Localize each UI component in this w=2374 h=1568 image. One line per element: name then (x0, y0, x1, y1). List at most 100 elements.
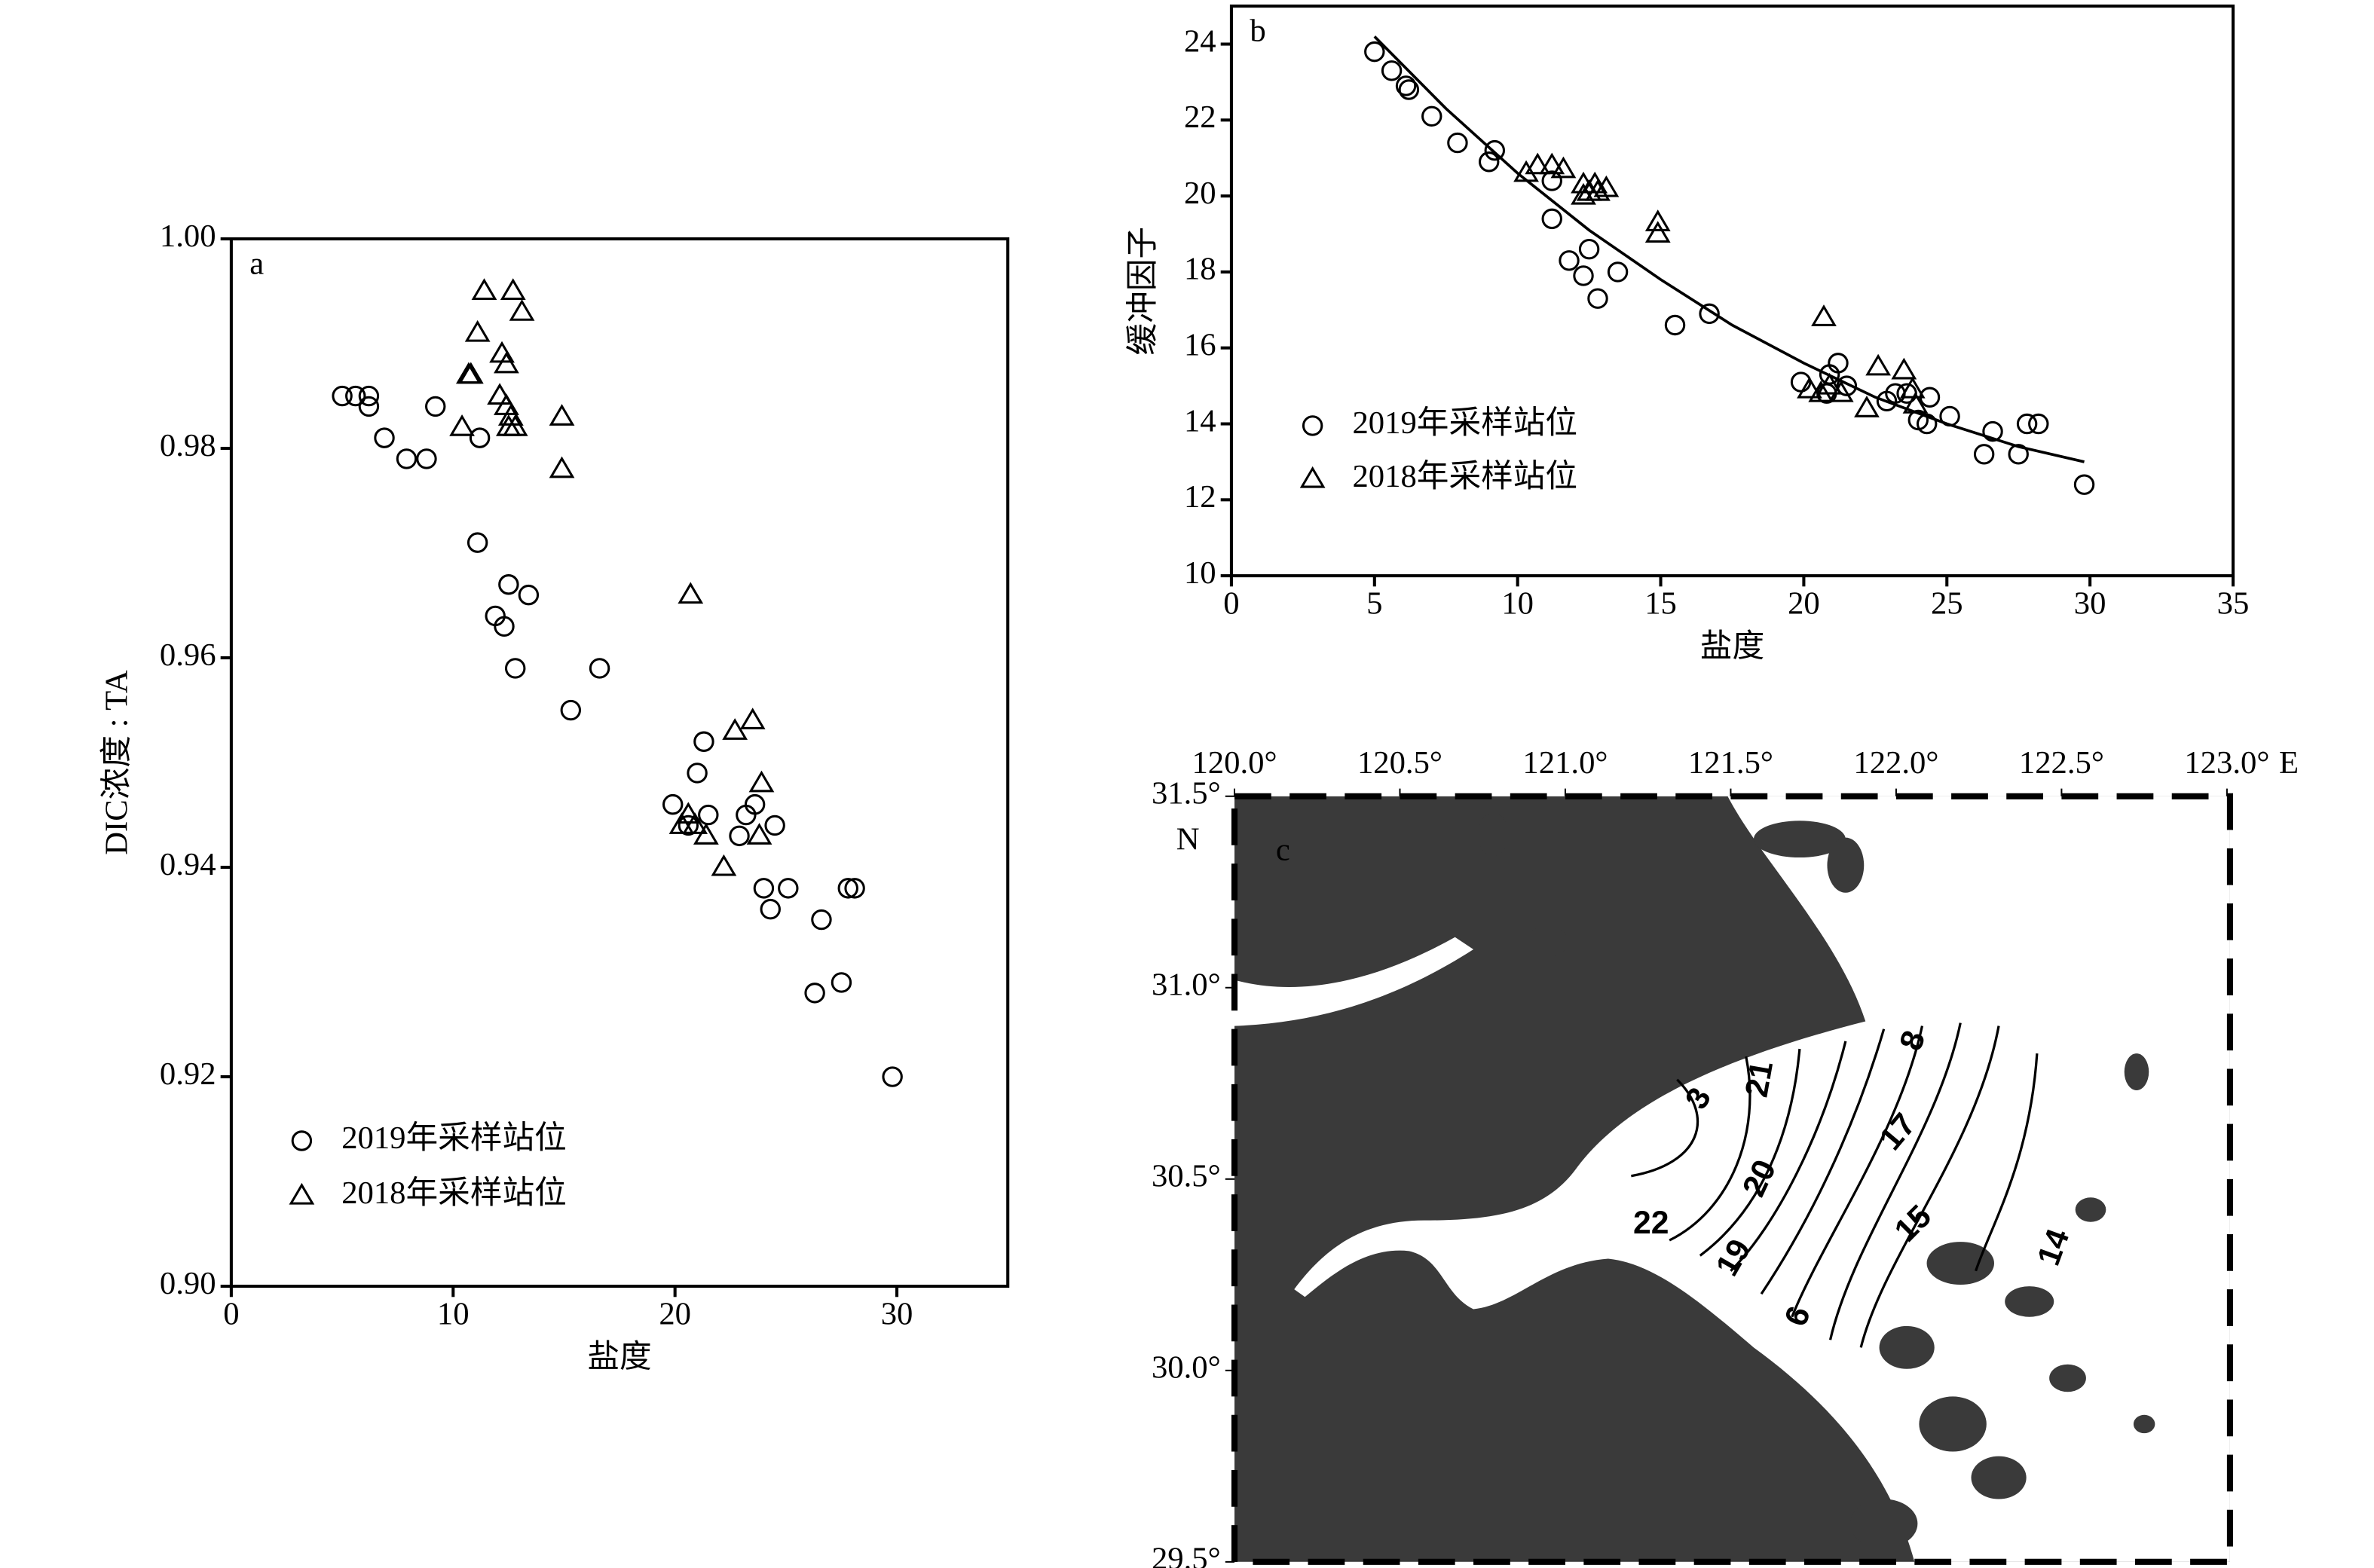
triangle-marker (549, 456, 575, 478)
circle-marker (1982, 420, 2003, 442)
triangle-marker (1644, 221, 1671, 243)
triangle-marker (1891, 357, 1917, 380)
lon-unit: E (2279, 745, 2299, 781)
triangle-marker (675, 802, 702, 824)
triangle-marker (495, 414, 522, 436)
x-axis-label: 盐度 (1700, 628, 1764, 664)
triangle-marker (449, 414, 475, 436)
lon-tick-label: 123.0° (2184, 745, 2269, 781)
circle-marker (345, 385, 366, 407)
y-tick-label: 24 (1184, 23, 1216, 59)
triangle-marker (500, 278, 526, 301)
triangle-marker (549, 404, 575, 426)
triangle-marker (1585, 179, 1611, 201)
circle-marker (494, 616, 515, 637)
map-frame (1231, 793, 2234, 1565)
circle-marker (358, 396, 380, 417)
circle-marker (1939, 405, 1960, 427)
circle-marker (778, 878, 799, 899)
circle-marker (498, 574, 519, 595)
triangle-marker (1902, 392, 1929, 414)
y-tick-label: 1.00 (160, 219, 216, 254)
panel-label: b (1250, 14, 1265, 49)
plot-frame (229, 237, 1010, 1288)
circle-marker (518, 584, 540, 606)
y-tick-label: 10 (1184, 555, 1216, 591)
x-tick-label: 0 (1223, 586, 1239, 622)
circle-marker (1421, 105, 1442, 127)
circle-marker (678, 815, 699, 836)
circle-marker (1578, 238, 1600, 260)
triangle-marker (1550, 156, 1577, 179)
circle-marker (332, 385, 353, 407)
plot-frame (1229, 5, 2235, 578)
triangle-marker (457, 362, 484, 384)
lat-tick-label: 29.5° (1152, 1542, 1221, 1568)
legend-label: 2019年采样站位 (341, 1120, 567, 1156)
circle-marker (687, 763, 708, 784)
lon-tick-label: 120.0° (1192, 745, 1277, 781)
circle-marker (589, 658, 610, 679)
triangle-marker (1571, 182, 1596, 205)
circle-marker (744, 793, 766, 815)
circle-marker (764, 815, 785, 836)
circle-marker (425, 396, 446, 417)
legend-marker (291, 1130, 313, 1151)
lat-tick-label: 31.5° (1152, 776, 1221, 812)
circle-marker (1541, 208, 1562, 230)
triangle-marker (1865, 353, 1892, 376)
triangle-marker (1525, 152, 1551, 175)
y-tick-label: 0.98 (160, 428, 216, 463)
x-tick-label: 20 (659, 1297, 691, 1332)
river (1234, 937, 1474, 1026)
circle-marker (1398, 79, 1420, 100)
circle-marker (753, 878, 775, 899)
contour-label: 22 (1633, 1205, 1669, 1241)
x-tick-label: 35 (2217, 586, 2250, 622)
circle-marker (1447, 132, 1468, 154)
y-tick-label: 18 (1184, 252, 1216, 287)
panel-label: c (1276, 833, 1290, 868)
triangle-marker (1811, 304, 1837, 326)
triangle-marker (693, 823, 719, 845)
circle-marker (882, 1066, 903, 1087)
y-axis-label: DIC浓度 : TA (99, 670, 134, 855)
triangle-marker (471, 278, 497, 301)
triangle-marker (1593, 175, 1620, 197)
map (1231, 793, 2234, 1565)
y-tick-label: 12 (1184, 479, 1216, 515)
circle-marker (560, 699, 582, 721)
legend-label: 2019年采样站位 (1352, 405, 1577, 441)
circle-marker (2028, 413, 2049, 435)
triangle-marker (464, 319, 491, 342)
circle-marker (1559, 250, 1580, 271)
triangle-marker (1854, 396, 1880, 417)
circle-marker (760, 898, 781, 920)
circle-marker (504, 658, 526, 679)
y-tick-label: 14 (1184, 403, 1216, 439)
circle-marker (1484, 139, 1506, 161)
x-tick-label: 0 (223, 1297, 239, 1332)
circle-marker (693, 731, 714, 752)
panel-label: a (249, 246, 264, 281)
triangle-marker (682, 812, 708, 834)
x-tick-label: 5 (1366, 586, 1382, 622)
triangle-marker (678, 582, 704, 604)
x-tick-label: 15 (1644, 586, 1677, 622)
triangle-marker (739, 708, 766, 729)
x-tick-label: 30 (881, 1297, 913, 1332)
circle-marker (2008, 444, 2029, 465)
circle-marker (729, 825, 750, 847)
circle-marker (1973, 444, 1995, 465)
y-axis-label: 缓冲因子 (1125, 227, 1161, 356)
lon-tick-label: 120.5° (1357, 745, 1442, 781)
lat-tick-label: 30.5° (1152, 1159, 1221, 1194)
circle-marker (1916, 413, 1938, 435)
triangle-marker (1582, 171, 1608, 194)
lat-tick-label: 30.0° (1152, 1350, 1221, 1386)
contour-label: 21 (1739, 1059, 1781, 1100)
x-tick-label: 20 (1788, 586, 1820, 622)
triangle-marker (487, 383, 512, 405)
circle-marker (837, 878, 858, 899)
circle-marker (358, 385, 380, 407)
